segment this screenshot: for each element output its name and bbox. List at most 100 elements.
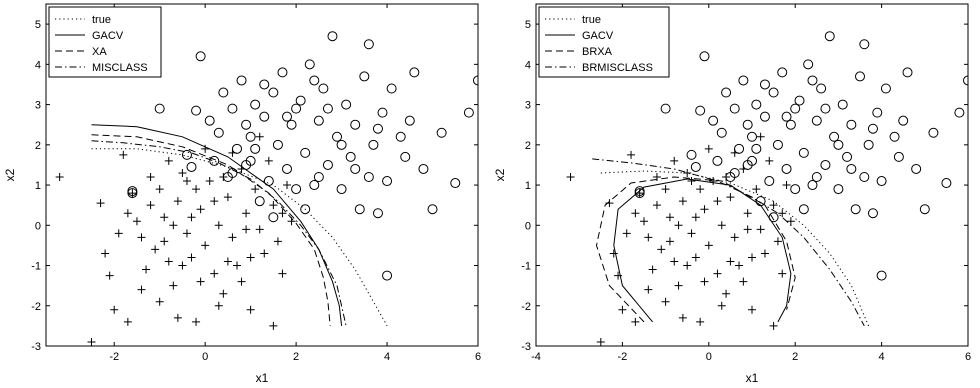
plus-point: [201, 144, 210, 153]
plus-point: [242, 225, 251, 234]
plus-point: [678, 197, 687, 206]
circle-point: [409, 67, 420, 78]
plus-point: [596, 337, 605, 346]
plus-point: [173, 313, 182, 322]
plus-point: [228, 233, 237, 242]
plus-point: [96, 199, 105, 208]
plus-point: [644, 233, 653, 242]
circle-point: [259, 111, 270, 122]
plus-point: [182, 177, 191, 186]
plus-point: [210, 269, 219, 278]
circle-point: [712, 155, 723, 166]
y-tick-label: 2: [35, 140, 41, 152]
plus-point: [210, 197, 219, 206]
legend-label: BRXA: [582, 46, 613, 58]
circle-point: [777, 67, 788, 78]
y-tick-label: -2: [31, 301, 41, 313]
circle-point: [318, 83, 329, 94]
plus-point: [735, 261, 744, 270]
plus-point: [765, 156, 774, 165]
plot-area: [55, 31, 478, 346]
circle-point: [250, 99, 261, 110]
circle-point: [837, 99, 848, 110]
circle-point: [350, 163, 361, 174]
plus-point: [704, 144, 713, 153]
plus-point: [214, 301, 223, 310]
circle-point: [400, 151, 411, 162]
plus-point: [164, 156, 173, 165]
circle-point: [807, 75, 818, 86]
plus-point: [778, 269, 787, 278]
circle-point: [716, 127, 727, 138]
circle-point: [820, 103, 831, 114]
plus-point: [713, 197, 722, 206]
circle-point: [729, 167, 740, 178]
circle-point: [963, 75, 968, 86]
circle-point: [418, 163, 429, 174]
plus-point: [726, 257, 735, 266]
plus-point: [709, 177, 718, 186]
circle-point: [842, 151, 853, 162]
legend-label: BRMISCLASS: [582, 62, 653, 74]
y-tick-label: 3: [525, 100, 531, 112]
plus-point: [160, 237, 169, 246]
plus-point: [169, 281, 178, 290]
plus-point: [739, 277, 748, 286]
plus-point: [196, 205, 205, 214]
plus-point: [778, 209, 787, 218]
circle-point: [336, 139, 347, 150]
plus-point: [137, 233, 146, 242]
circle-point: [850, 204, 861, 215]
circle-point: [404, 115, 415, 126]
circle-point: [747, 131, 757, 142]
circle-point: [259, 79, 270, 90]
y-tick-label: -2: [521, 301, 531, 313]
plus-point: [713, 269, 722, 278]
curve-gacv: [613, 178, 792, 323]
x-tick-label: 4: [879, 351, 885, 363]
circle-point: [880, 83, 891, 94]
circle-point: [954, 107, 965, 118]
x-tick-label: 4: [384, 351, 390, 363]
plus-point: [55, 173, 64, 182]
circle-point: [867, 123, 878, 134]
circle-point: [876, 176, 887, 187]
plus-point: [105, 271, 114, 280]
plus-point: [237, 277, 246, 286]
plus-point: [743, 225, 752, 234]
circle-point: [282, 111, 293, 122]
plus-point: [726, 193, 735, 202]
plus-point: [273, 237, 282, 246]
circle-point: [764, 176, 775, 187]
plot-area: [566, 31, 968, 346]
plus-point: [246, 253, 255, 262]
x-axis-label: x1: [746, 371, 759, 385]
circle-point: [363, 39, 374, 50]
curve-brxa: [595, 176, 796, 323]
plus-point: [205, 177, 214, 186]
circle-point: [833, 184, 844, 195]
circle-point: [332, 131, 343, 142]
curve-gacv: [91, 124, 343, 326]
circle-point: [286, 119, 297, 130]
plus-point: [670, 257, 679, 266]
plus-point: [278, 209, 287, 218]
circle-point: [341, 99, 352, 110]
chart-right: -4 -2 0 2 4 6 -3 -2 -1 0 1 2 3 4 5 x1 x2 true GACV BRXA BRMI…: [493, 3, 971, 385]
circle-point: [186, 161, 197, 172]
plus-point: [178, 168, 187, 177]
x-tick-label: 0: [202, 351, 208, 363]
circle-point: [127, 188, 138, 199]
circle-point: [300, 204, 311, 215]
legend-label: GACV: [582, 30, 614, 42]
circle-point: [833, 139, 844, 150]
legend-label: true: [582, 14, 601, 26]
y-tick-label: 0: [525, 220, 531, 232]
circle-point: [798, 204, 809, 215]
plus-point: [618, 305, 627, 314]
plus-point: [730, 233, 739, 242]
circle-point: [820, 159, 831, 170]
circle-point: [911, 163, 922, 174]
plus-point: [683, 168, 692, 177]
circle-point: [382, 176, 393, 187]
